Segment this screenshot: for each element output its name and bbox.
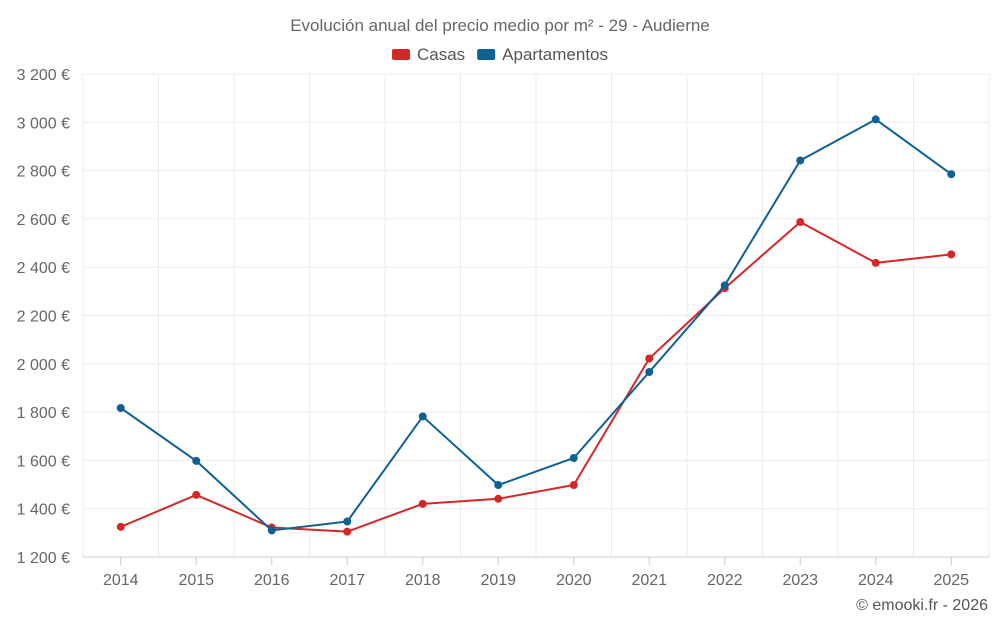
y-tick-label: 2 000 € [17, 357, 70, 374]
data-point[interactable] [569, 481, 578, 490]
y-tick-label: 2 400 € [17, 260, 70, 277]
legend-item-casas[interactable]: Casas [391, 45, 465, 64]
series-casas [116, 218, 956, 536]
x-tick-label: 2014 [103, 572, 139, 589]
data-point[interactable] [418, 412, 427, 421]
y-tick-label: 3 200 € [17, 67, 70, 84]
legend-label: Apartamentos [502, 45, 608, 64]
x-tick-label: 2020 [556, 572, 592, 589]
legend: Casas Apartamentos [391, 45, 608, 64]
data-point[interactable] [418, 499, 427, 508]
x-tick-label: 2022 [707, 572, 743, 589]
series-layer [116, 115, 956, 536]
data-point[interactable] [116, 403, 125, 412]
data-point[interactable] [720, 281, 729, 290]
legend-item-apartamentos[interactable]: Apartamentos [477, 45, 608, 64]
y-tick-label: 3 000 € [17, 115, 70, 132]
data-point[interactable] [947, 170, 956, 179]
data-point[interactable] [116, 522, 125, 531]
y-tick-label: 1 800 € [17, 405, 70, 422]
y-tick-label: 1 400 € [17, 502, 70, 519]
data-point[interactable] [494, 494, 503, 503]
data-point[interactable] [343, 517, 352, 526]
x-tick-label: 2021 [631, 572, 667, 589]
legend-label: Casas [417, 45, 465, 64]
credit-text: © emooki.fr - 2026 [856, 597, 988, 614]
legend-swatch [391, 49, 410, 60]
x-tick-label: 2025 [933, 572, 969, 589]
data-point[interactable] [871, 258, 880, 267]
grid [82, 73, 990, 558]
y-tick-label: 2 200 € [17, 309, 70, 326]
data-point[interactable] [569, 453, 578, 462]
chart-title: Evolución anual del precio medio por m² … [290, 16, 710, 35]
data-point[interactable] [645, 354, 654, 363]
data-point[interactable] [494, 481, 503, 490]
data-point[interactable] [267, 526, 276, 535]
x-tick-label: 2023 [782, 572, 818, 589]
data-point[interactable] [192, 490, 201, 499]
y-tick-label: 1 200 € [17, 550, 70, 567]
data-point[interactable] [947, 250, 956, 259]
data-point[interactable] [796, 218, 805, 227]
y-tick-label: 1 600 € [17, 453, 70, 470]
y-tick-label: 2 600 € [17, 212, 70, 229]
x-tick-label: 2019 [480, 572, 516, 589]
data-point[interactable] [796, 156, 805, 165]
x-tick-label: 2015 [178, 572, 214, 589]
data-point[interactable] [871, 115, 880, 124]
y-tick-label: 2 800 € [17, 164, 70, 181]
data-point[interactable] [192, 456, 201, 465]
series-line [120, 221, 952, 533]
data-point[interactable] [645, 368, 654, 377]
x-tick-label: 2016 [254, 572, 290, 589]
axes: 1 200 € 1 400 € 1 600 € 1 800 € 2 000 € 2 200… [17, 67, 989, 589]
series-line [120, 118, 952, 532]
legend-swatch [477, 49, 496, 60]
x-tick-label: 2018 [405, 572, 441, 589]
x-tick-label: 2024 [858, 572, 894, 589]
series-apartamentos [116, 115, 956, 535]
data-point[interactable] [343, 527, 352, 536]
x-tick-label: 2017 [329, 572, 365, 589]
